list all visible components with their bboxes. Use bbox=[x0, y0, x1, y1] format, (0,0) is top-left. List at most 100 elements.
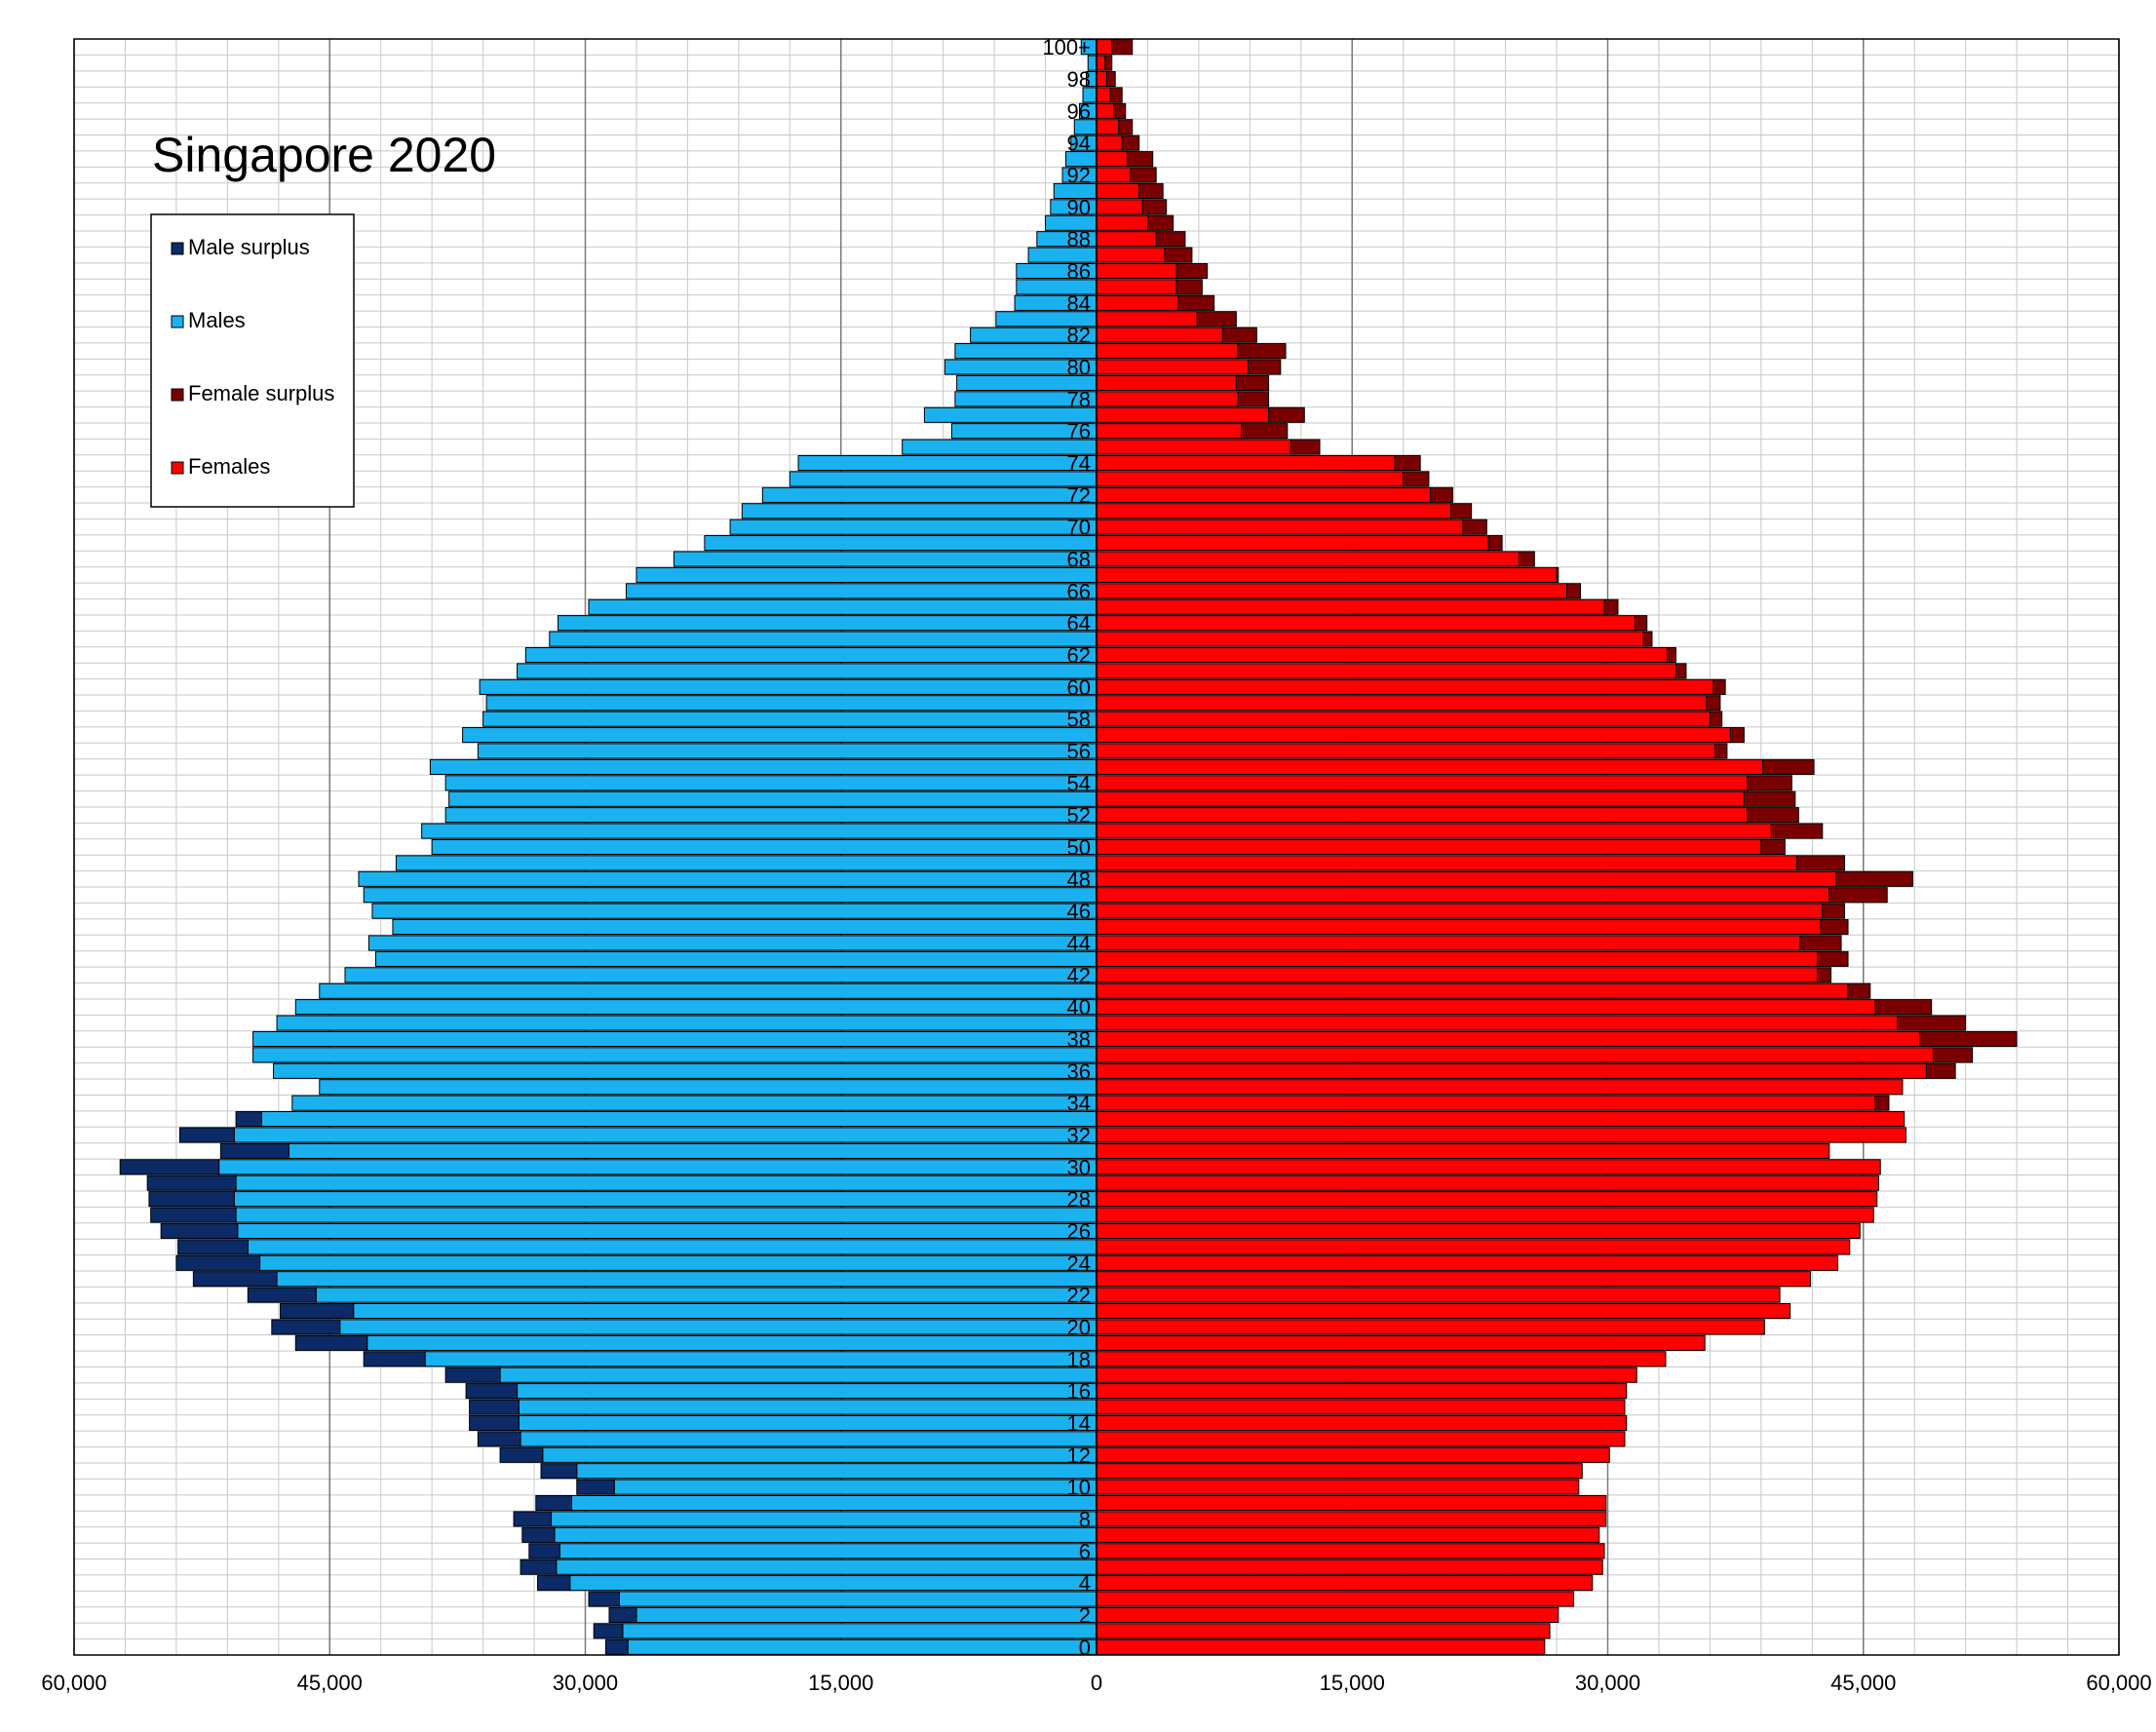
female-bar-50 bbox=[1096, 838, 1762, 856]
age-label-64: 64 bbox=[1067, 611, 1091, 635]
age-label-60: 60 bbox=[1067, 675, 1091, 700]
x-axis-ticks: 60,000 45,000 30,000 15,000 0 15,000 30,000 45,… bbox=[41, 1671, 2151, 1695]
age-label-82: 82 bbox=[1067, 324, 1091, 348]
female-bar-66 bbox=[1096, 583, 1568, 599]
male-bar-24 bbox=[259, 1254, 1097, 1271]
female-bar-8 bbox=[1096, 1511, 1607, 1527]
female-bar-63 bbox=[1096, 631, 1644, 647]
age-label-0: 0 bbox=[1079, 1636, 1091, 1660]
age-label-36: 36 bbox=[1067, 1059, 1091, 1084]
female-bar-76 bbox=[1096, 423, 1243, 440]
age-label-4: 4 bbox=[1079, 1571, 1091, 1596]
female-bar-44 bbox=[1096, 935, 1801, 951]
male-bar-39 bbox=[276, 1015, 1097, 1031]
male-surplus-bar-13 bbox=[477, 1431, 521, 1447]
female-bar-4 bbox=[1096, 1575, 1594, 1592]
female-surplus-bar-80 bbox=[1248, 359, 1282, 375]
age-label-14: 14 bbox=[1067, 1411, 1091, 1436]
female-surplus-bar-68 bbox=[1519, 551, 1535, 567]
legend-swatch-females bbox=[171, 461, 184, 475]
age-label-84: 84 bbox=[1067, 291, 1091, 316]
female-bar-98 bbox=[1096, 70, 1107, 88]
age-label-58: 58 bbox=[1067, 708, 1091, 732]
female-surplus-bar-90 bbox=[1141, 199, 1168, 215]
female-surplus-bar-59 bbox=[1706, 695, 1721, 712]
age-label-40: 40 bbox=[1067, 995, 1091, 1020]
female-bar-35 bbox=[1096, 1079, 1904, 1096]
female-bar-23 bbox=[1096, 1271, 1812, 1288]
age-label-92: 92 bbox=[1067, 164, 1091, 188]
age-labels: 100+989694929088868482807876747270686664… bbox=[1042, 35, 1091, 1660]
female-surplus-bar-97 bbox=[1109, 87, 1123, 103]
female-bar-94 bbox=[1096, 135, 1123, 151]
male-surplus-bar-6 bbox=[528, 1543, 560, 1559]
x-tick-label-6: 30,000 bbox=[1575, 1671, 1640, 1695]
female-surplus-bar-67 bbox=[1556, 566, 1559, 583]
age-label-66: 66 bbox=[1067, 579, 1091, 603]
male-bar-8 bbox=[551, 1511, 1097, 1527]
female-bar-51 bbox=[1096, 823, 1772, 839]
male-surplus-bar-8 bbox=[513, 1511, 553, 1527]
male-surplus-bar-17 bbox=[444, 1366, 501, 1383]
female-bar-74 bbox=[1096, 454, 1396, 472]
female-bar-25 bbox=[1096, 1239, 1851, 1255]
female-surplus-bar-53 bbox=[1743, 790, 1796, 807]
age-label-10: 10 bbox=[1067, 1476, 1091, 1500]
male-bar-72 bbox=[761, 486, 1097, 503]
female-surplus-bar-78 bbox=[1237, 391, 1270, 407]
male-surplus-bar-32 bbox=[178, 1127, 235, 1143]
male-bar-35 bbox=[319, 1079, 1097, 1096]
female-surplus-bar-83 bbox=[1196, 311, 1237, 327]
female-surplus-bar-85 bbox=[1175, 279, 1203, 295]
male-surplus-bar-10 bbox=[576, 1479, 615, 1495]
male-surplus-bar-5 bbox=[520, 1559, 558, 1575]
male-bar-2 bbox=[635, 1606, 1097, 1624]
female-surplus-bar-42 bbox=[1817, 967, 1832, 983]
male-bar-66 bbox=[625, 583, 1097, 599]
age-label-44: 44 bbox=[1067, 931, 1091, 955]
male-bar-10 bbox=[613, 1479, 1097, 1495]
male-bar-32 bbox=[233, 1127, 1097, 1143]
female-bar-61 bbox=[1096, 663, 1676, 679]
female-bar-1 bbox=[1096, 1623, 1551, 1639]
female-surplus-bar-84 bbox=[1177, 294, 1215, 311]
female-bar-15 bbox=[1096, 1399, 1626, 1415]
female-bar-34 bbox=[1096, 1095, 1876, 1111]
female-bar-33 bbox=[1096, 1111, 1906, 1128]
female-bar-30 bbox=[1096, 1159, 1881, 1175]
female-surplus-bar-69 bbox=[1487, 535, 1503, 552]
female-surplus-bar-94 bbox=[1121, 135, 1140, 151]
female-bar-27 bbox=[1096, 1207, 1874, 1223]
female-surplus-bar-48 bbox=[1835, 870, 1913, 887]
male-bar-70 bbox=[729, 519, 1097, 535]
male-bar-57 bbox=[462, 727, 1097, 744]
female-bar-81 bbox=[1096, 343, 1239, 360]
female-bar-17 bbox=[1096, 1366, 1637, 1383]
male-bar-48 bbox=[358, 870, 1097, 887]
male-bar-63 bbox=[549, 631, 1097, 647]
female-bar-84 bbox=[1096, 294, 1179, 311]
female-bar-54 bbox=[1096, 775, 1749, 791]
male-bar-7 bbox=[554, 1526, 1097, 1543]
male-surplus-bar-0 bbox=[604, 1638, 629, 1655]
female-bar-55 bbox=[1096, 758, 1764, 775]
male-bar-44 bbox=[367, 935, 1097, 951]
female-bar-87 bbox=[1096, 247, 1166, 263]
male-surplus-bar-7 bbox=[521, 1526, 556, 1543]
female-surplus-bar-99 bbox=[1104, 55, 1113, 71]
female-surplus-bar-65 bbox=[1603, 598, 1619, 615]
male-surplus-bar-28 bbox=[148, 1191, 235, 1208]
female-bar-28 bbox=[1096, 1191, 1878, 1208]
female-surplus-bar-100+ bbox=[1111, 39, 1134, 56]
male-bar-73 bbox=[789, 471, 1097, 487]
age-label-50: 50 bbox=[1067, 835, 1091, 860]
female-surplus-bar-81 bbox=[1237, 343, 1287, 360]
female-bar-31 bbox=[1096, 1142, 1830, 1159]
age-label-70: 70 bbox=[1067, 516, 1091, 540]
male-surplus-bar-31 bbox=[219, 1142, 289, 1159]
x-tick-label-5: 15,000 bbox=[1320, 1671, 1385, 1695]
female-bar-83 bbox=[1096, 311, 1198, 327]
female-surplus-bar-63 bbox=[1642, 631, 1653, 647]
male-bar-65 bbox=[588, 598, 1097, 615]
